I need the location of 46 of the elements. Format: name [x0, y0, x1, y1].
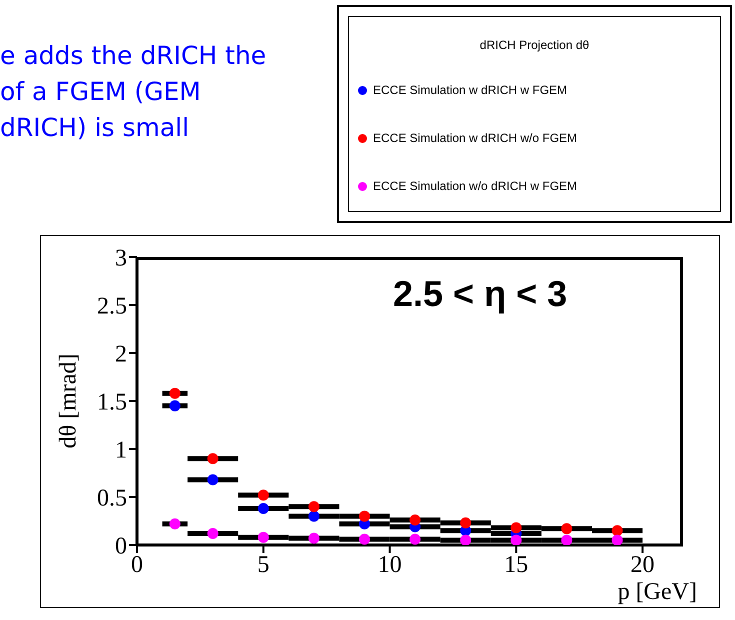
- text: dRICH) is small: [0, 112, 190, 144]
- x-tick-label: 0: [131, 552, 143, 578]
- x-tick-label: 15: [504, 552, 528, 578]
- x-tick-label: 10: [378, 552, 402, 578]
- point: [308, 510, 320, 522]
- y-tick-label: 3: [115, 246, 127, 272]
- point: [207, 528, 218, 539]
- point: [359, 534, 370, 545]
- point: [410, 534, 421, 545]
- legend-label: ECCE Simulation w/o dRICH w FGEM: [373, 179, 578, 193]
- x-tick-label: 20: [630, 552, 655, 578]
- legend-label: ECCE Simulation w dRICH w FGEM: [373, 83, 568, 97]
- legend-title: dRICH Projection dθ: [478, 38, 590, 52]
- point: [207, 453, 218, 464]
- point: [561, 523, 572, 534]
- x-tick-label: 5: [257, 552, 270, 578]
- legend-label: ECCE Simulation w dRICH w/o FGEM: [373, 131, 578, 145]
- point: [169, 518, 180, 530]
- x-axis-title: p [GeV]: [618, 579, 697, 605]
- point: [308, 532, 320, 544]
- point: [308, 501, 320, 512]
- point: [561, 534, 572, 545]
- point: [207, 474, 218, 486]
- point: [510, 522, 522, 534]
- point: [460, 534, 472, 545]
- text: of a FGEM (GEM: [0, 76, 202, 108]
- point: [460, 517, 472, 528]
- point: [258, 503, 269, 514]
- y-axis-title: dθ [mrad]: [56, 354, 82, 448]
- point: [169, 388, 180, 399]
- point: [612, 534, 623, 545]
- y-tick-label: 0: [115, 534, 127, 560]
- point: [612, 525, 623, 536]
- y-tick-label: 0.5: [97, 486, 127, 512]
- point: [169, 400, 180, 412]
- y-tick-label: 1.5: [97, 390, 127, 416]
- annotation: 2.5 < η < 3: [393, 273, 568, 315]
- point: [258, 490, 269, 501]
- y-tick-label: 1: [115, 438, 127, 464]
- point: [510, 534, 522, 545]
- point: [359, 510, 370, 522]
- y-tick-label: 2.5: [97, 294, 127, 320]
- y-tick-label: 2: [115, 342, 127, 368]
- point: [410, 514, 421, 526]
- text: e adds the dRICH the: [0, 40, 266, 72]
- point: [258, 532, 269, 543]
